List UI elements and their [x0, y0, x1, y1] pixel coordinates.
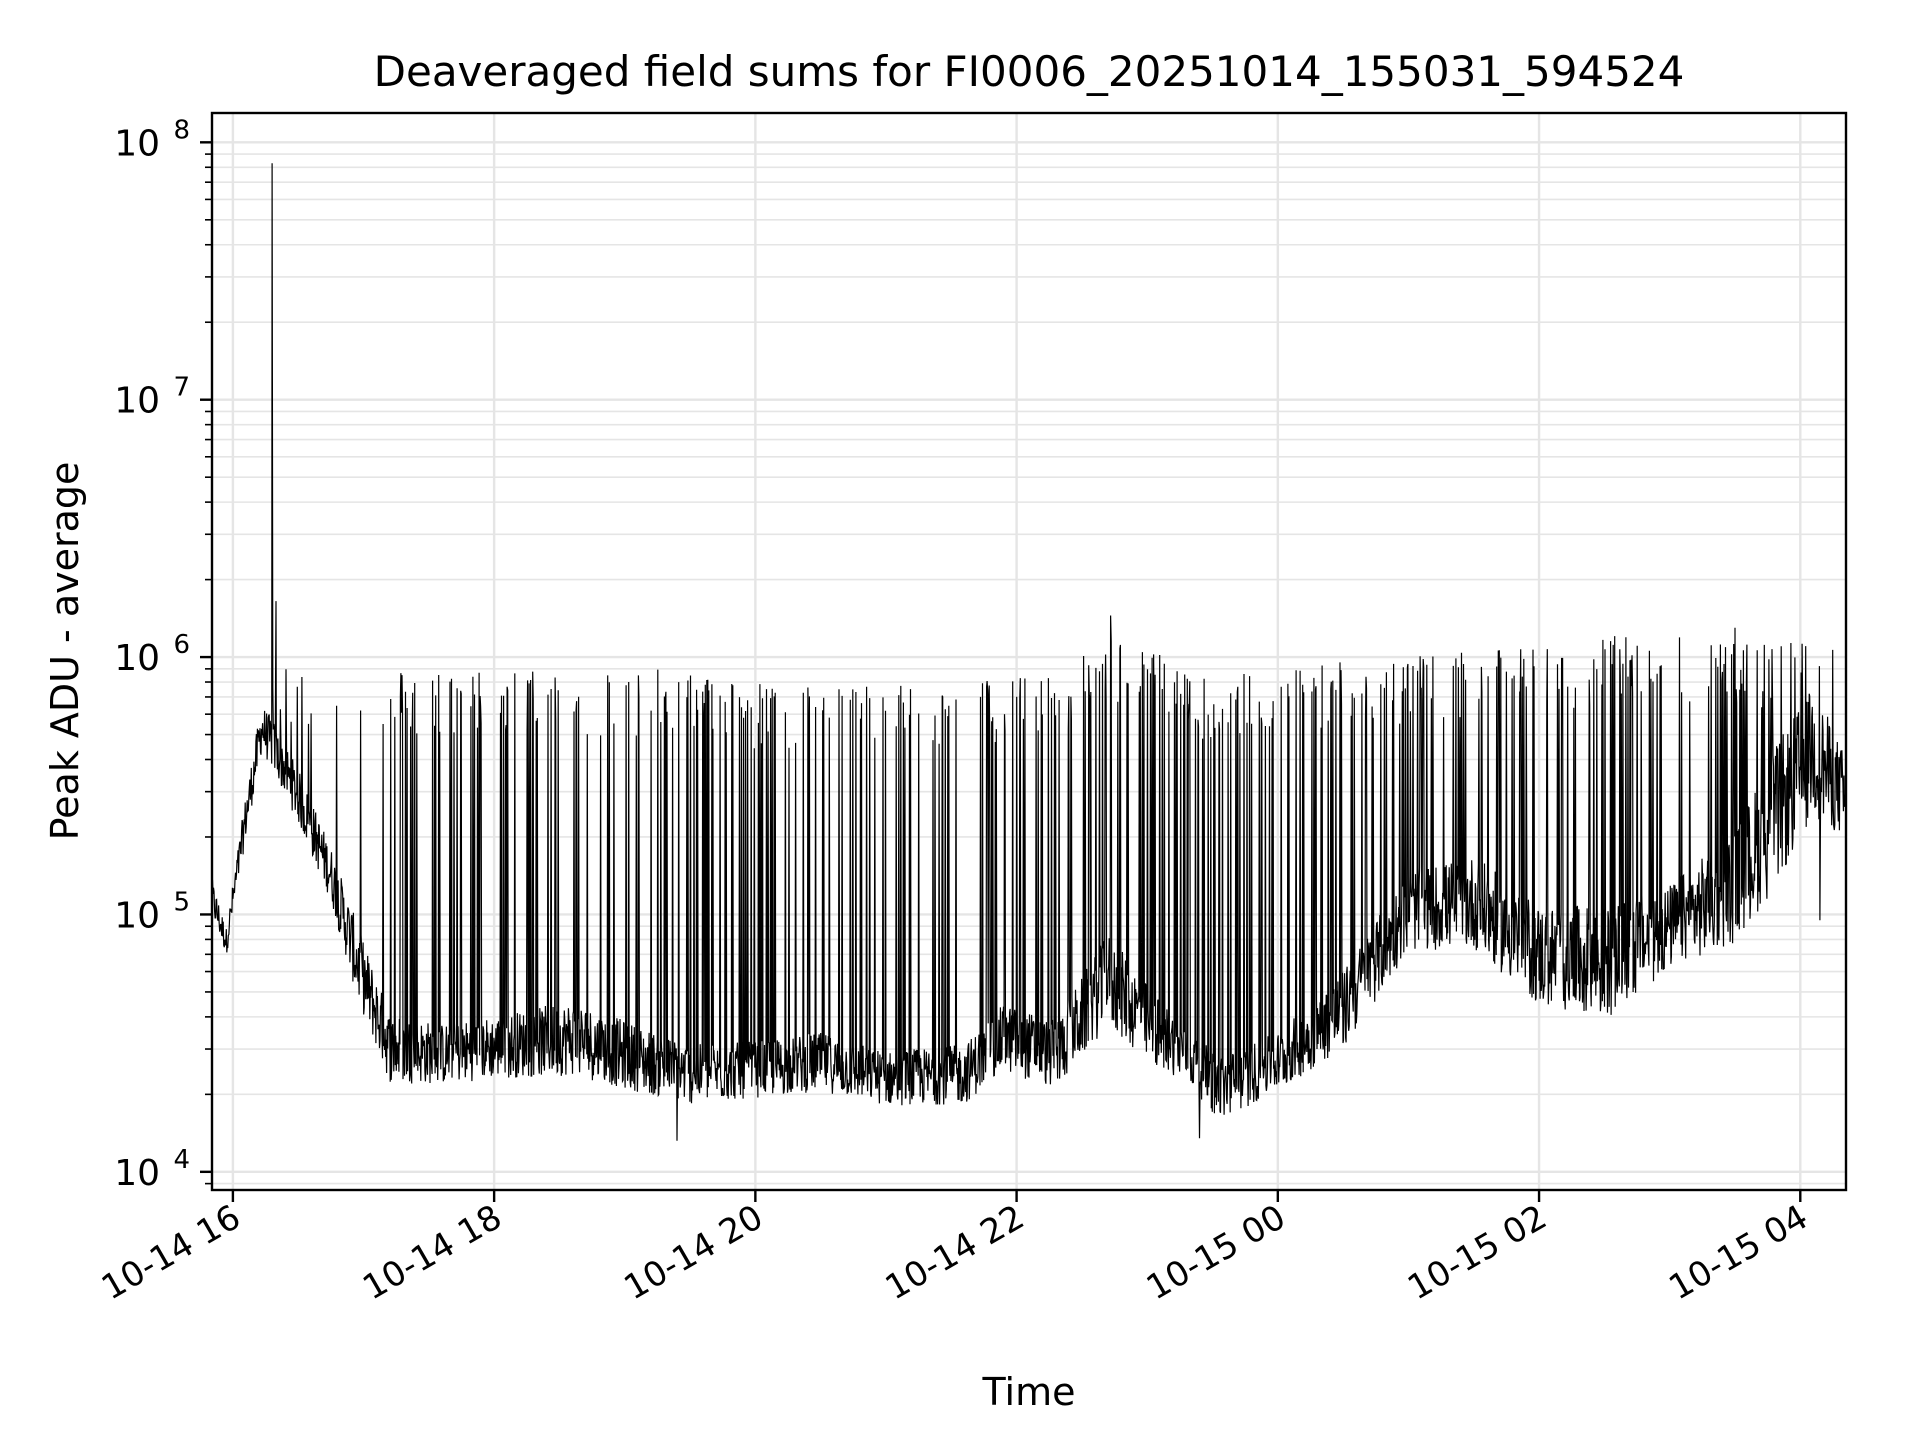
chart-title: Deaveraged field sums for FI0006_2025101… — [374, 47, 1685, 96]
y-tick-label: 10 — [114, 895, 160, 936]
y-tick-exponent: 4 — [173, 1145, 190, 1175]
y-tick-exponent: 5 — [173, 887, 190, 917]
y-tick-exponent: 6 — [173, 630, 190, 660]
y-tick-label: 10 — [114, 123, 160, 164]
x-axis-label: Time — [982, 1370, 1076, 1414]
plot-frame — [210, 111, 1848, 1192]
y-tick-label: 10 — [114, 381, 160, 422]
series-line — [212, 163, 1846, 1141]
y-axis: 10 4 10 5 10 6 10 7 10 8 — [114, 115, 212, 1194]
y-tick-label: 10 — [114, 638, 160, 679]
y-axis-label: Peak ADU - average — [43, 462, 87, 841]
series-area — [212, 163, 1846, 1141]
y-tick-exponent: 7 — [173, 373, 190, 403]
y-tick-label: 10 — [114, 1153, 160, 1194]
y-tick-exponent: 8 — [173, 115, 190, 145]
